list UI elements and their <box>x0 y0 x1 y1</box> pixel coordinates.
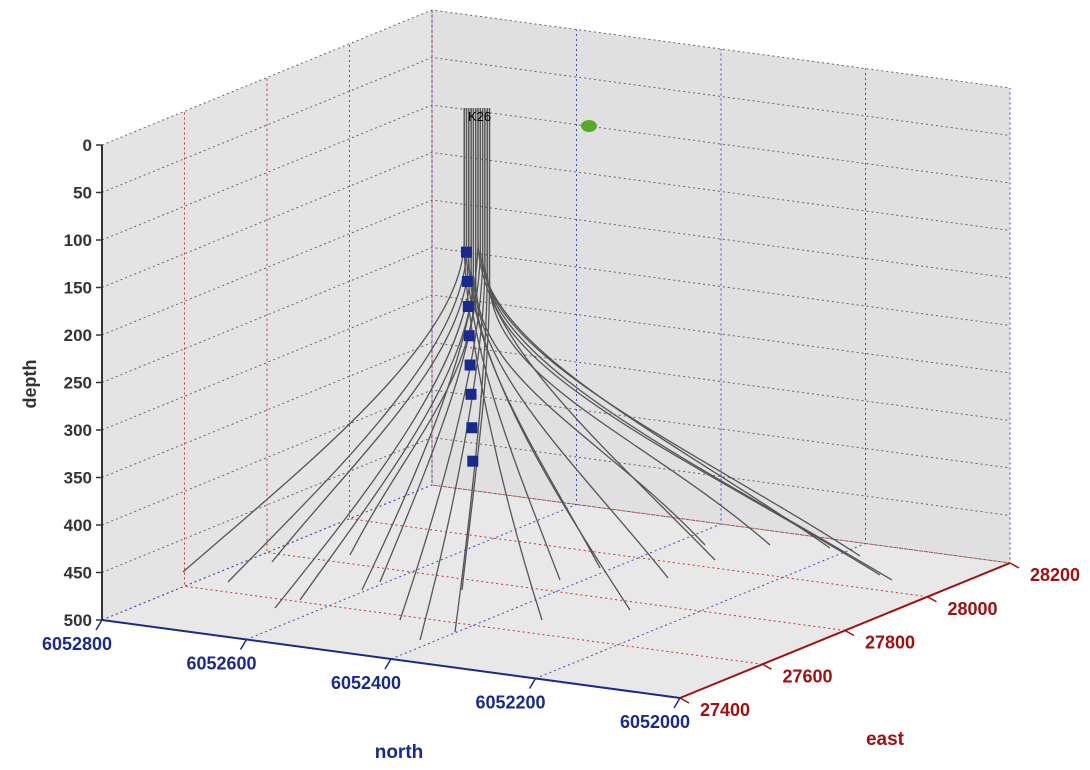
well-trajectory <box>361 108 479 591</box>
well-markers <box>461 120 597 467</box>
well-trajectory <box>488 108 771 546</box>
north-tick-label: 6052400 <box>331 673 401 693</box>
north-tick-mark <box>239 639 248 650</box>
depth-tick-label: 100 <box>64 231 92 250</box>
north-gridline <box>390 49 722 660</box>
east-tick-mark <box>679 697 690 704</box>
depth-tick-label: 400 <box>64 516 92 535</box>
north-tick-mark <box>384 658 392 670</box>
well-trajectory <box>477 108 716 561</box>
north-tick-label: 6052000 <box>620 712 690 732</box>
well-trajectories <box>182 108 893 641</box>
north-tick-label: 6052800 <box>42 634 112 654</box>
well-trajectory <box>379 108 481 583</box>
well-label: K26 <box>468 109 491 124</box>
depth-tick-label: 0 <box>83 136 92 155</box>
well-trajectory <box>461 108 491 591</box>
east-tick-mark <box>762 663 772 670</box>
well-trajectory <box>475 108 706 546</box>
well-trajectory <box>274 108 472 609</box>
north-gridline <box>101 10 433 621</box>
depth-marker <box>461 246 472 258</box>
north-tick-label: 6052600 <box>186 654 256 674</box>
well-trajectory <box>182 108 465 573</box>
north-gridline <box>246 29 577 640</box>
depth-tick-label: 300 <box>64 421 92 440</box>
depth-tick-label: 250 <box>64 374 92 393</box>
well-trajectory <box>454 108 488 633</box>
depth-marker <box>463 330 475 342</box>
east-axis-label: east <box>866 729 905 750</box>
depth-tick-label: 350 <box>64 469 92 488</box>
north-tick-label: 6052200 <box>475 693 545 713</box>
east-tick-label: 27400 <box>700 700 750 720</box>
well-trajectory <box>486 108 881 576</box>
depth-marker <box>462 301 474 313</box>
depth-tick-label: 50 <box>73 184 92 203</box>
east-tick-mark <box>1009 562 1020 569</box>
north-tick-mark <box>95 619 103 631</box>
depth-tick-label: 200 <box>64 326 92 345</box>
chart-back-walls <box>102 10 1010 698</box>
east-tick-label: 28000 <box>947 599 997 619</box>
depth-marker <box>466 422 478 434</box>
north-tick-mark <box>528 678 537 689</box>
north-axis-label: north <box>375 742 424 763</box>
north-gridline <box>535 68 866 679</box>
depth-marker <box>465 388 477 400</box>
well-trajectory <box>484 108 893 581</box>
depth-tick-label: 450 <box>64 564 92 583</box>
tick-labels: 0 50 100 150 200 250 300 350 400 450 500 6052800 605… <box>42 136 1080 732</box>
east-tick-mark <box>927 596 937 603</box>
depth-marker <box>464 359 476 371</box>
well-trajectory <box>399 108 484 621</box>
well-trajectory <box>463 108 543 621</box>
east-tick-label: 27800 <box>865 633 915 653</box>
depth-tick-label: 150 <box>64 279 92 298</box>
well-trajectory <box>465 108 561 581</box>
well-trajectory <box>472 108 669 579</box>
well-trajectory <box>419 108 486 641</box>
depth-marker <box>467 455 479 467</box>
well-trajectory <box>470 108 631 611</box>
surface-point <box>581 120 597 132</box>
depth-marker <box>461 275 473 287</box>
depth-axis-label: depth <box>20 360 40 409</box>
east-tick-label: 27600 <box>782 666 832 686</box>
east-tick-mark <box>844 629 855 637</box>
east-tick-label: 28200 <box>1030 565 1080 585</box>
depth-tick-label: 500 <box>64 611 92 630</box>
north-tick-mark <box>673 697 681 709</box>
